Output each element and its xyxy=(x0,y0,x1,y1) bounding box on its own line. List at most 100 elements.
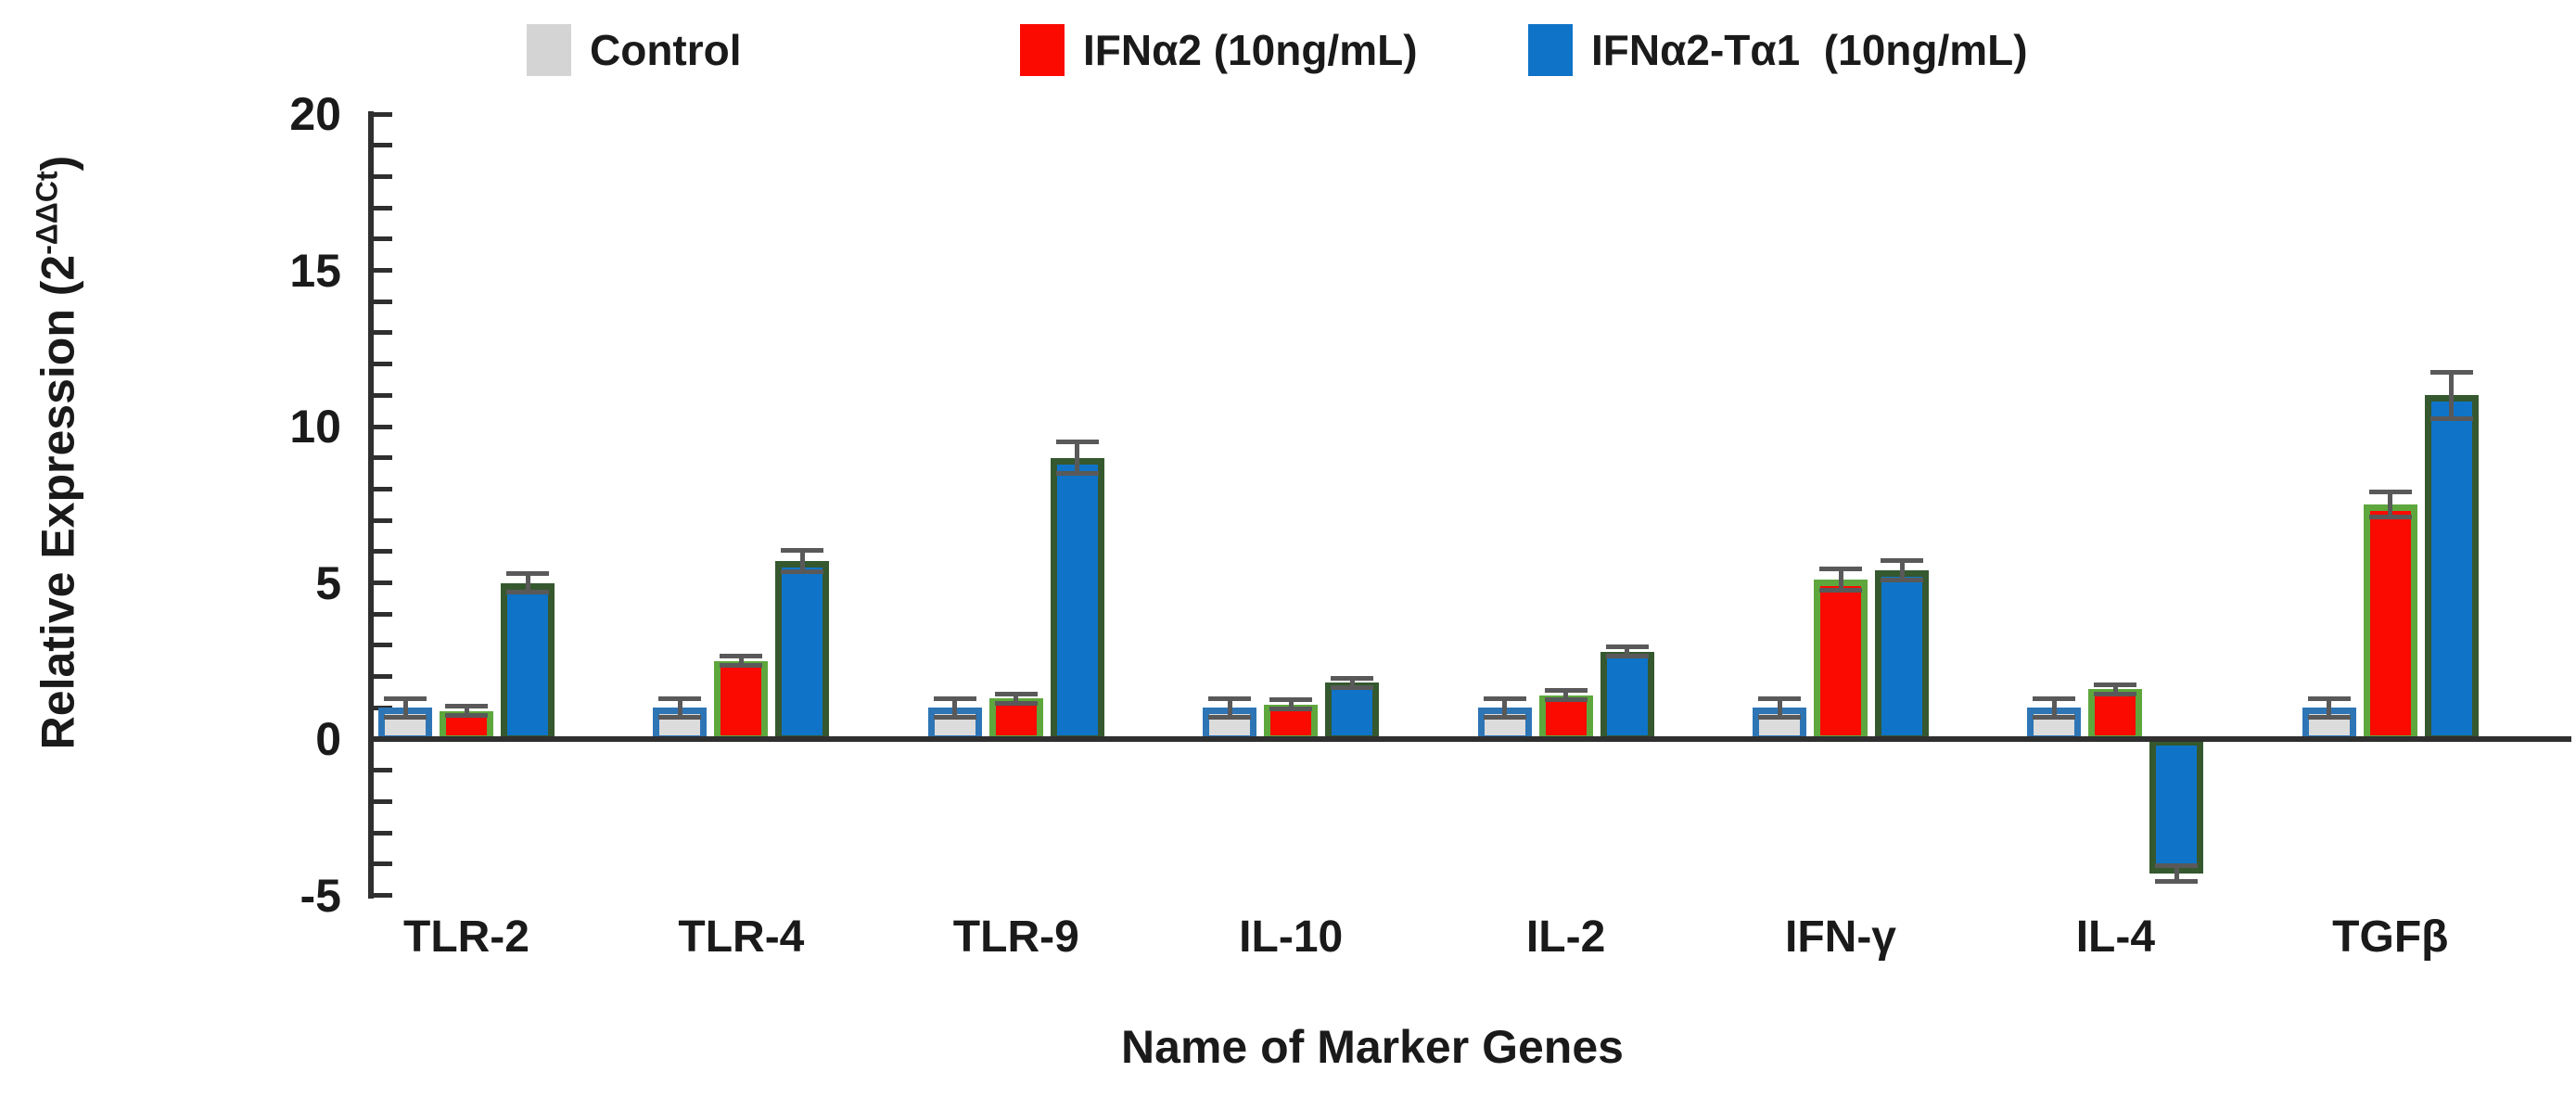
bar-il-2-ifna2-ta1 xyxy=(1600,651,1654,742)
error-bar-line xyxy=(1349,678,1355,688)
y-tick-label: 20 xyxy=(289,88,341,140)
error-bar-cap-bottom xyxy=(2033,714,2076,720)
error-bar-cap-bottom xyxy=(384,714,427,720)
x-category-label: IFN-γ xyxy=(1785,912,1896,962)
error-bar-cap-bottom xyxy=(1605,654,1649,659)
error-bar-line xyxy=(525,573,530,593)
error-bar-line xyxy=(2388,491,2393,517)
error-bar-cap-bottom xyxy=(658,714,702,720)
y-axis-tick xyxy=(374,549,392,555)
x-category-label: IL-10 xyxy=(1239,912,1344,962)
error-bar-cap-bottom xyxy=(1208,714,1252,720)
x-category-label: TLR-2 xyxy=(403,912,529,962)
error-bar-cap-top xyxy=(2368,490,2412,495)
y-axis-tick xyxy=(374,205,392,211)
legend-swatch-ifna2-ta1 xyxy=(1528,24,1573,76)
error-bar-line xyxy=(1288,699,1294,709)
y-axis-tick xyxy=(374,392,392,398)
error-bar-line xyxy=(2174,865,2179,882)
y-axis-tick xyxy=(374,581,392,585)
error-bar-cap-bottom xyxy=(1881,577,1923,582)
legend-item-control: Control xyxy=(527,20,742,80)
error-bar-cap-top xyxy=(506,570,549,576)
y-axis-tick xyxy=(374,768,392,773)
error-bar-cap-top xyxy=(1331,675,1374,681)
error-bar-line xyxy=(2449,372,2455,419)
error-bar-line xyxy=(1625,646,1630,657)
y-axis-tick xyxy=(374,111,392,117)
x-category-label: TGFβ xyxy=(2332,912,2449,962)
bar-tlr-4-ifna2 xyxy=(714,660,769,742)
bar-tgf--ifna2-ta1 xyxy=(2424,395,2479,742)
y-axis-tick xyxy=(374,674,392,680)
y-axis-tick xyxy=(374,798,392,804)
error-bar-line xyxy=(1563,690,1569,700)
y-tick-label: 10 xyxy=(289,401,341,453)
error-bar-cap-top xyxy=(1055,440,1099,445)
error-bar-cap-top xyxy=(933,695,976,701)
bar-ifn--ifna2 xyxy=(1814,580,1868,742)
y-axis-tick xyxy=(374,173,392,179)
error-bar-cap-top xyxy=(1544,688,1588,694)
error-bar-cap-top xyxy=(2094,682,2137,687)
y-axis-line xyxy=(368,111,374,899)
bar-ifn--ifna2-ta1 xyxy=(1875,570,1929,742)
y-axis-tick xyxy=(374,362,392,367)
y-axis-tick xyxy=(374,236,392,242)
error-bar-cap-bottom xyxy=(1483,714,1526,720)
error-bar-line xyxy=(402,698,408,718)
y-axis-tick xyxy=(374,424,392,429)
error-bar-line xyxy=(952,698,958,718)
error-bar-line xyxy=(1227,698,1232,718)
error-bar-line xyxy=(677,698,682,718)
y-axis-tick xyxy=(374,643,392,648)
error-bar-line xyxy=(1899,560,1905,581)
error-bar-cap-bottom xyxy=(1758,714,1801,720)
error-bar-cap-bottom xyxy=(720,663,763,669)
error-bar-cap-bottom xyxy=(445,713,488,719)
error-bar-line xyxy=(2112,684,2118,695)
error-bar-cap-bottom xyxy=(933,714,976,720)
x-axis-baseline xyxy=(368,736,2571,742)
x-category-label: TLR-9 xyxy=(952,912,1079,962)
error-bar-cap-bottom xyxy=(1544,697,1588,703)
legend-item-ifna2: IFNα2 (10ng/mL) xyxy=(1020,20,1418,80)
bar-tlr-2-ifna2-ta1 xyxy=(501,582,555,742)
legend-swatch-control xyxy=(527,24,571,76)
y-tick-label: 0 xyxy=(315,713,341,765)
bar-il-4-ifna2 xyxy=(2088,689,2143,742)
error-bar-cap-bottom xyxy=(2429,416,2473,422)
bar-tlr-9-ifna2-ta1 xyxy=(1050,457,1104,742)
error-bar-line xyxy=(1502,698,1508,718)
error-bar-cap-top xyxy=(1881,558,1923,564)
error-bar-cap-top xyxy=(384,695,427,701)
y-axis-tick xyxy=(374,455,392,461)
error-bar-cap-top xyxy=(1269,697,1313,703)
x-category-label: IL-4 xyxy=(2075,912,2156,962)
error-bar-line xyxy=(799,550,805,572)
error-bar-cap-top xyxy=(1758,695,1801,701)
error-bar-line xyxy=(2051,698,2057,718)
error-bar-cap-top xyxy=(445,704,488,709)
error-bar-cap-top xyxy=(2155,862,2199,868)
y-axis-tick xyxy=(374,830,392,836)
legend-item-ifna2-ta1: IFNα2-Tα1 (10ng/mL) xyxy=(1528,20,2028,80)
y-axis-tick xyxy=(374,299,392,304)
error-bar-line xyxy=(2327,698,2332,718)
y-tick-label: -5 xyxy=(300,869,341,922)
y-axis-tick xyxy=(374,611,392,617)
bar-tgf--ifna2 xyxy=(2363,504,2417,742)
y-axis-tick xyxy=(374,517,392,523)
x-axis-title: Name of Marker Genes xyxy=(1121,1021,1624,1073)
error-bar-cap-bottom xyxy=(994,700,1038,706)
legend-label-control: Control xyxy=(590,26,742,74)
error-bar-cap-top xyxy=(994,691,1038,696)
bar-tlr-4-ifna2-ta1 xyxy=(775,560,830,742)
y-axis-tick xyxy=(374,268,392,273)
error-bar-cap-top xyxy=(2033,695,2076,701)
error-bar-line xyxy=(1777,698,1782,718)
error-bar-line xyxy=(1075,441,1080,474)
error-bar-cap-top xyxy=(1208,695,1252,701)
error-bar-cap-top xyxy=(2307,695,2351,701)
